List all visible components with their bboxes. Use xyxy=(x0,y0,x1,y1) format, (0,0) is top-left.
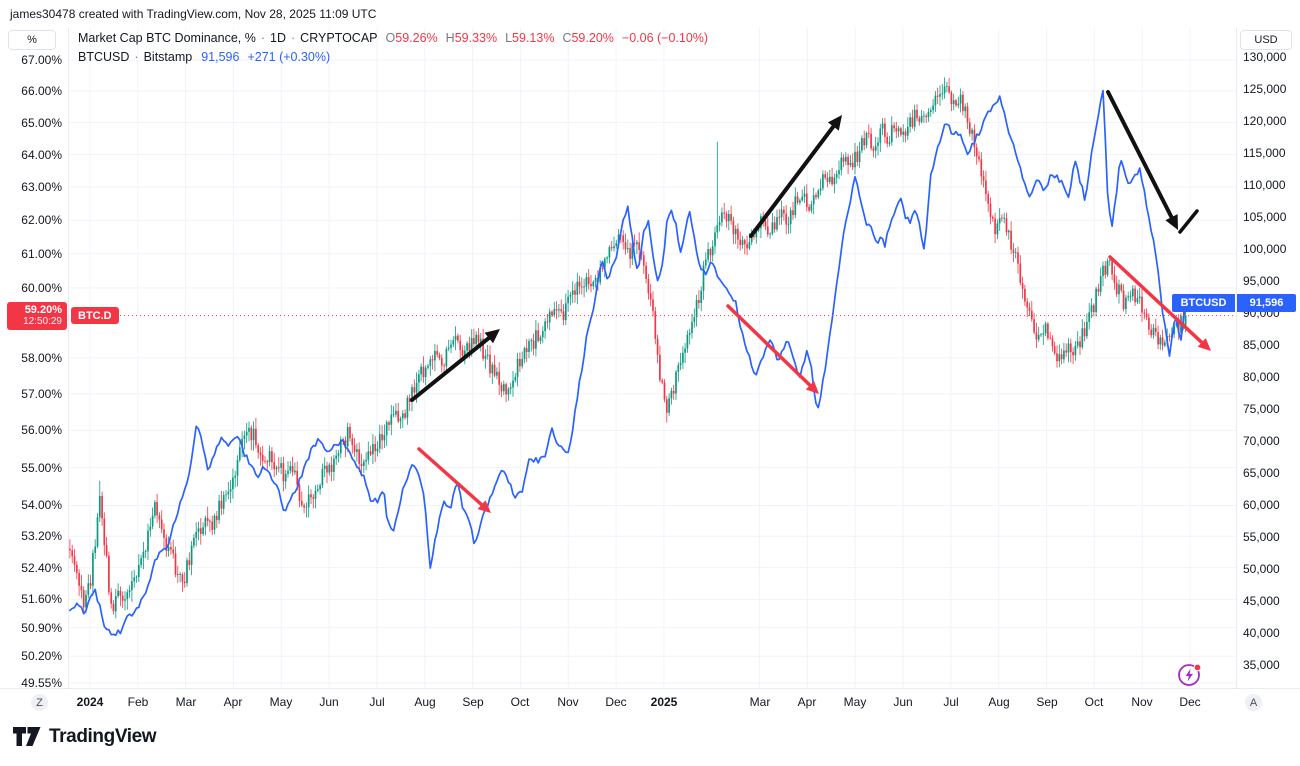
auto-scale-button[interactable]: A xyxy=(1245,694,1262,711)
left-axis-tick: 55.00% xyxy=(21,461,62,475)
left-axis-tick: 54.00% xyxy=(21,498,62,512)
ohlc-low: 59.13% xyxy=(512,31,555,45)
btcd-symbol-tag: BTC.D xyxy=(71,307,119,324)
left-axis-tick: 50.90% xyxy=(21,621,62,635)
time-axis-tick: Nov xyxy=(1131,695,1153,709)
time-axis-tick: Oct xyxy=(1084,695,1104,709)
btcd-last-price: 59.20% xyxy=(24,304,62,316)
time-axis-tick: Aug xyxy=(988,695,1010,709)
right-unit-button[interactable]: USD xyxy=(1240,30,1292,50)
events-lightning-icon[interactable] xyxy=(1177,662,1203,688)
right-axis-tick: 120,000 xyxy=(1243,114,1287,128)
time-axis-tick: Oct xyxy=(510,695,530,709)
right-axis-tick: 40,000 xyxy=(1243,626,1280,640)
time-axis-tick: Sep xyxy=(462,695,484,709)
left-axis-tick: 57.00% xyxy=(21,387,62,401)
right-axis-tick: 80,000 xyxy=(1243,370,1280,384)
legend-row-btc-dominance[interactable]: Market Cap BTC Dominance, % · 1D · CRYPT… xyxy=(78,29,708,48)
series-title: BTCUSD xyxy=(78,50,130,64)
ohlc-high: 59.33% xyxy=(454,31,498,45)
right-axis-tick: 35,000 xyxy=(1243,658,1280,672)
series-exchange: Bitstamp xyxy=(143,50,193,64)
left-axis-tick: 61.00% xyxy=(21,247,62,261)
left-axis-tick: 66.00% xyxy=(21,84,62,98)
time-axis-tick: Apr xyxy=(223,695,243,709)
right-axis-tick: 110,000 xyxy=(1243,178,1286,192)
left-axis-tick: 51.60% xyxy=(21,592,62,606)
right-axis-tick: 100,000 xyxy=(1243,242,1287,256)
series-price: 91,596 xyxy=(201,50,240,64)
right-axis-tick: 55,000 xyxy=(1243,530,1280,544)
tradingview-logo-text: TradingView xyxy=(49,725,157,747)
right-axis-tick: 60,000 xyxy=(1243,498,1280,512)
tradingview-logo[interactable]: TradingView xyxy=(13,725,157,748)
btcd-countdown: 12:50:29 xyxy=(23,316,62,327)
left-axis-tick: 50.20% xyxy=(21,649,62,663)
left-axis-tick: 53.20% xyxy=(21,529,62,543)
series-interval: 1D xyxy=(270,31,286,45)
time-axis-tick: Aug xyxy=(414,695,436,709)
series-exchange: CRYPTOCAP xyxy=(300,31,378,45)
right-axis-tick: 45,000 xyxy=(1243,594,1280,608)
series-title: Market Cap BTC Dominance, % xyxy=(78,31,256,45)
time-axis-border xyxy=(0,688,1300,689)
left-axis-border xyxy=(68,28,69,689)
price-scale-left[interactable]: 67.00% 66.00% 65.00% 64.00% 63.00% 62.00% 61.0… xyxy=(0,28,68,690)
time-axis-tick: Dec xyxy=(605,695,627,709)
time-axis-tick: Sep xyxy=(1036,695,1058,709)
ohlc-close: 59.20% xyxy=(571,31,614,45)
ohlc-open: 59.26% xyxy=(395,31,438,45)
right-axis-tick: 50,000 xyxy=(1243,562,1280,576)
series-change: +271 (+0.30%) xyxy=(247,50,331,64)
time-scale[interactable]: 2024 Feb Mar Apr May Jun Jul Aug Sep Oct Nov Dec 202… xyxy=(0,689,1300,717)
right-axis-tick: 85,000 xyxy=(1243,338,1280,352)
series-change: −0.06 (−0.10%) xyxy=(621,31,709,45)
time-axis-tick: Apr xyxy=(797,695,817,709)
time-axis-tick: Mar xyxy=(175,695,197,709)
btcusd-symbol-tag: BTCUSD xyxy=(1172,294,1235,312)
right-axis-tick: 65,000 xyxy=(1243,466,1280,480)
left-unit-button[interactable]: % xyxy=(8,30,56,50)
left-axis-tick: 67.00% xyxy=(21,53,62,67)
chart-plot-area[interactable] xyxy=(68,28,1236,688)
btcusd-price-label: 91,596 xyxy=(1237,294,1296,312)
left-axis-tick: 52.40% xyxy=(21,561,62,575)
left-axis-tick: 65.00% xyxy=(21,116,62,130)
left-axis-tick: 60.00% xyxy=(21,281,62,295)
right-axis-tick: 75,000 xyxy=(1243,402,1280,416)
left-axis-tick: 63.00% xyxy=(21,180,62,194)
right-axis-tick: 95,000 xyxy=(1243,274,1280,288)
left-axis-tick: 62.00% xyxy=(21,213,62,227)
left-axis-tick: 49.55% xyxy=(21,676,62,690)
time-axis-tick: 2024 xyxy=(76,695,104,709)
right-axis-tick: 115,000 xyxy=(1243,146,1286,160)
time-axis-tick: Nov xyxy=(557,695,579,709)
price-scale-right[interactable]: 130,000 125,000 120,000 115,000 110,000 105,0… xyxy=(1236,28,1300,688)
time-axis-tick: Jun xyxy=(319,695,339,709)
time-axis-tick: Dec xyxy=(1179,695,1201,709)
time-axis-tick: 2025 xyxy=(650,695,678,709)
right-axis-tick: 70,000 xyxy=(1243,434,1280,448)
tradingview-logo-mark xyxy=(13,727,41,746)
time-axis-tick: Jul xyxy=(943,695,959,709)
time-axis-tick: May xyxy=(269,695,293,709)
left-axis-tick: 58.00% xyxy=(21,351,62,365)
time-axis-tick: Mar xyxy=(749,695,771,709)
legend: Market Cap BTC Dominance, % · 1D · CRYPT… xyxy=(78,29,708,67)
legend-row-btcusd[interactable]: BTCUSD · Bitstamp 91,596 +271 (+0.30%) xyxy=(78,48,708,67)
left-axis-tick: 56.00% xyxy=(21,423,62,437)
time-axis-tick: Jul xyxy=(369,695,385,709)
btcd-price-label: 59.20% 12:50:29 xyxy=(7,302,67,330)
timezone-button[interactable]: Z xyxy=(31,694,48,711)
time-axis-tick: Jun xyxy=(893,695,913,709)
attribution-text: james30478 created with TradingView.com,… xyxy=(10,7,377,21)
left-axis-tick: 64.00% xyxy=(21,148,62,162)
right-axis-tick: 105,000 xyxy=(1243,210,1287,224)
time-axis-tick: Feb xyxy=(127,695,149,709)
right-axis-tick: 125,000 xyxy=(1243,82,1287,96)
time-axis-tick: May xyxy=(843,695,867,709)
right-axis-tick: 130,000 xyxy=(1243,50,1287,64)
right-axis-border xyxy=(1236,28,1237,689)
